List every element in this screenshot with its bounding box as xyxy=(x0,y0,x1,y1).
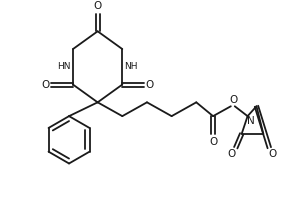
Text: O: O xyxy=(209,137,217,147)
Text: O: O xyxy=(230,95,238,105)
Text: O: O xyxy=(228,149,236,159)
Text: N: N xyxy=(247,116,254,126)
Text: O: O xyxy=(94,1,102,11)
Text: HN: HN xyxy=(57,62,71,71)
Text: O: O xyxy=(41,80,49,90)
Text: O: O xyxy=(146,80,154,90)
Text: O: O xyxy=(268,149,276,159)
Text: NH: NH xyxy=(125,62,138,71)
